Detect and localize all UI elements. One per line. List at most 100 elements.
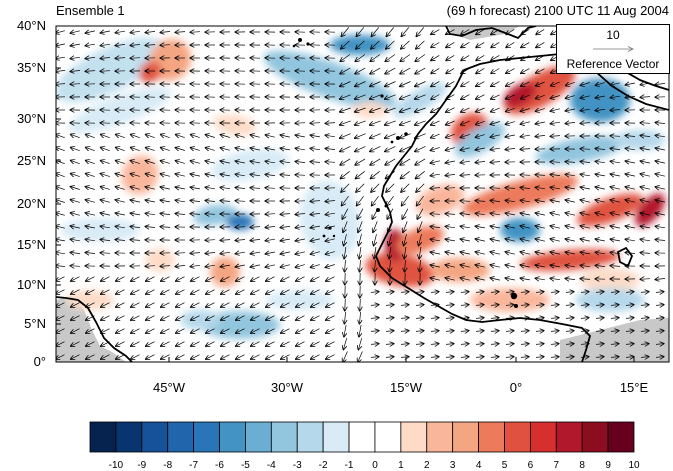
wind-vector <box>550 122 560 124</box>
wind-vector <box>176 354 185 360</box>
wind-vector <box>610 161 620 163</box>
wind-vector <box>535 252 545 254</box>
wind-vector <box>70 226 80 228</box>
wind-vector <box>580 239 590 241</box>
wind-vector <box>161 289 170 295</box>
wind-vector <box>130 134 140 137</box>
wind-vector <box>251 354 260 360</box>
wind-vector <box>550 96 560 99</box>
wind-vector <box>250 227 261 228</box>
wind-vector <box>535 226 545 228</box>
wind-vector <box>430 318 439 319</box>
wind-vector <box>490 148 500 150</box>
wind-vector <box>655 318 664 319</box>
wind-vector <box>490 265 500 267</box>
wind-vector <box>550 213 560 215</box>
wind-vector <box>220 240 231 241</box>
wind-vector <box>535 278 545 280</box>
wind-vector <box>176 328 185 334</box>
wind-vector <box>536 68 545 73</box>
wind-vector <box>295 265 305 268</box>
lat-label-35n: 35°N <box>16 60 46 75</box>
wind-vector <box>401 195 409 206</box>
wind-vector <box>70 173 80 176</box>
wind-vector <box>535 213 545 215</box>
wind-vector <box>206 302 215 308</box>
wind-vector <box>610 200 620 202</box>
wind-vector <box>550 200 560 202</box>
wind-vector <box>160 174 170 177</box>
wind-vector <box>130 174 140 177</box>
colorbar-swatch <box>270 421 298 453</box>
wind-vector <box>385 81 396 87</box>
wind-vector <box>385 344 394 345</box>
lon-label-30w: 30°W <box>271 380 303 395</box>
wind-vector <box>386 40 395 49</box>
wind-vector <box>220 161 230 163</box>
wind-vector <box>475 318 484 319</box>
wind-vector <box>399 120 411 125</box>
colorbar-label: 4 <box>475 460 482 471</box>
wind-vector <box>505 292 514 293</box>
wind-vector <box>565 200 575 202</box>
wind-vector <box>460 265 470 267</box>
wind-vector <box>490 318 499 319</box>
wind-vector <box>580 318 589 319</box>
wind-vector <box>358 351 363 362</box>
wind-vector <box>460 344 469 345</box>
wind-vector <box>550 331 559 332</box>
wind-vector <box>115 174 125 177</box>
wind-vector <box>490 239 500 241</box>
wind-vector <box>565 305 574 306</box>
wind-vector <box>460 292 469 293</box>
wind-vector <box>205 174 215 176</box>
wind-vector <box>340 171 350 178</box>
wind-vector <box>71 315 80 321</box>
wind-vector <box>595 292 604 293</box>
wind-vector <box>520 187 531 188</box>
wind-vector <box>431 68 440 73</box>
wind-vector <box>655 213 665 215</box>
wind-vector <box>100 226 110 228</box>
wind-vector <box>505 188 516 189</box>
wind-vector <box>520 252 530 254</box>
wind-vector <box>595 161 605 162</box>
wind-vector <box>400 146 411 151</box>
wind-vector <box>115 58 126 59</box>
wind-vector <box>580 200 590 202</box>
wind-vector <box>399 133 411 139</box>
wind-vector <box>460 226 470 228</box>
wind-vector <box>505 226 515 228</box>
wind-vector <box>344 247 346 259</box>
wind-vector <box>70 200 80 203</box>
wind-vector <box>550 278 561 279</box>
wind-vector <box>116 302 125 308</box>
wind-vector <box>580 213 590 215</box>
wind-vector <box>446 55 455 60</box>
wind-vector <box>325 148 336 149</box>
wind-vector <box>325 252 335 255</box>
wind-vector <box>115 134 125 137</box>
wind-vector <box>161 328 170 334</box>
wind-vector <box>356 27 365 36</box>
wind-vector <box>595 83 605 86</box>
wind-vector <box>610 174 620 176</box>
anomaly-patch <box>263 50 397 110</box>
lat-label-equator: 0° <box>33 354 46 369</box>
wind-vector <box>355 67 366 74</box>
wind-vector <box>310 135 320 137</box>
wind-vector <box>236 289 245 295</box>
wind-vector <box>145 31 156 32</box>
wind-vector <box>385 357 394 358</box>
wind-vector <box>476 29 485 34</box>
wind-vector <box>266 341 275 347</box>
wind-vector <box>56 354 65 360</box>
wind-vector <box>250 239 261 240</box>
wind-vector <box>385 54 396 62</box>
wind-vector <box>476 55 485 60</box>
anomaly-patch <box>193 204 237 226</box>
wind-vector <box>461 81 470 87</box>
wind-vector <box>236 354 245 360</box>
wind-vector <box>266 276 275 282</box>
wind-vector <box>116 341 125 347</box>
